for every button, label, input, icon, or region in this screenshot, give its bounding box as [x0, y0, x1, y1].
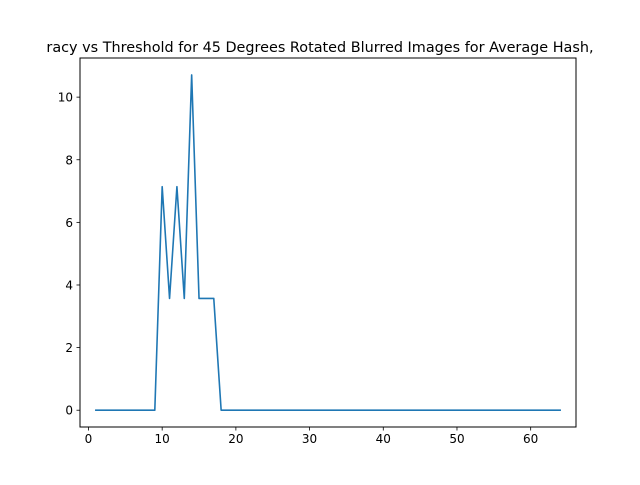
x-tick-label: 30 [302, 432, 317, 446]
y-tick-label: 2 [65, 341, 73, 355]
x-tick-label: 40 [376, 432, 391, 446]
axes-frame [79, 57, 577, 428]
y-tick-label: 0 [65, 404, 73, 418]
y-axis: 0 2 4 6 8 10 [58, 91, 80, 418]
chart-title: racy vs Threshold for 45 Degrees Rotated… [46, 40, 593, 56]
y-tick-label: 6 [65, 216, 73, 230]
plot-area [95, 74, 561, 412]
series-line-1 [95, 74, 561, 412]
x-tick-label: 10 [155, 432, 170, 446]
x-tick-label: 50 [449, 432, 464, 446]
x-tick-label: 0 [85, 432, 93, 446]
y-tick-label: 8 [65, 153, 73, 167]
x-tick-label: 20 [228, 432, 243, 446]
y-tick-label: 10 [58, 91, 73, 105]
y-tick-label: 4 [65, 278, 73, 292]
x-axis: 0 10 20 30 40 50 60 [85, 427, 538, 446]
x-tick-label: 60 [523, 432, 538, 446]
